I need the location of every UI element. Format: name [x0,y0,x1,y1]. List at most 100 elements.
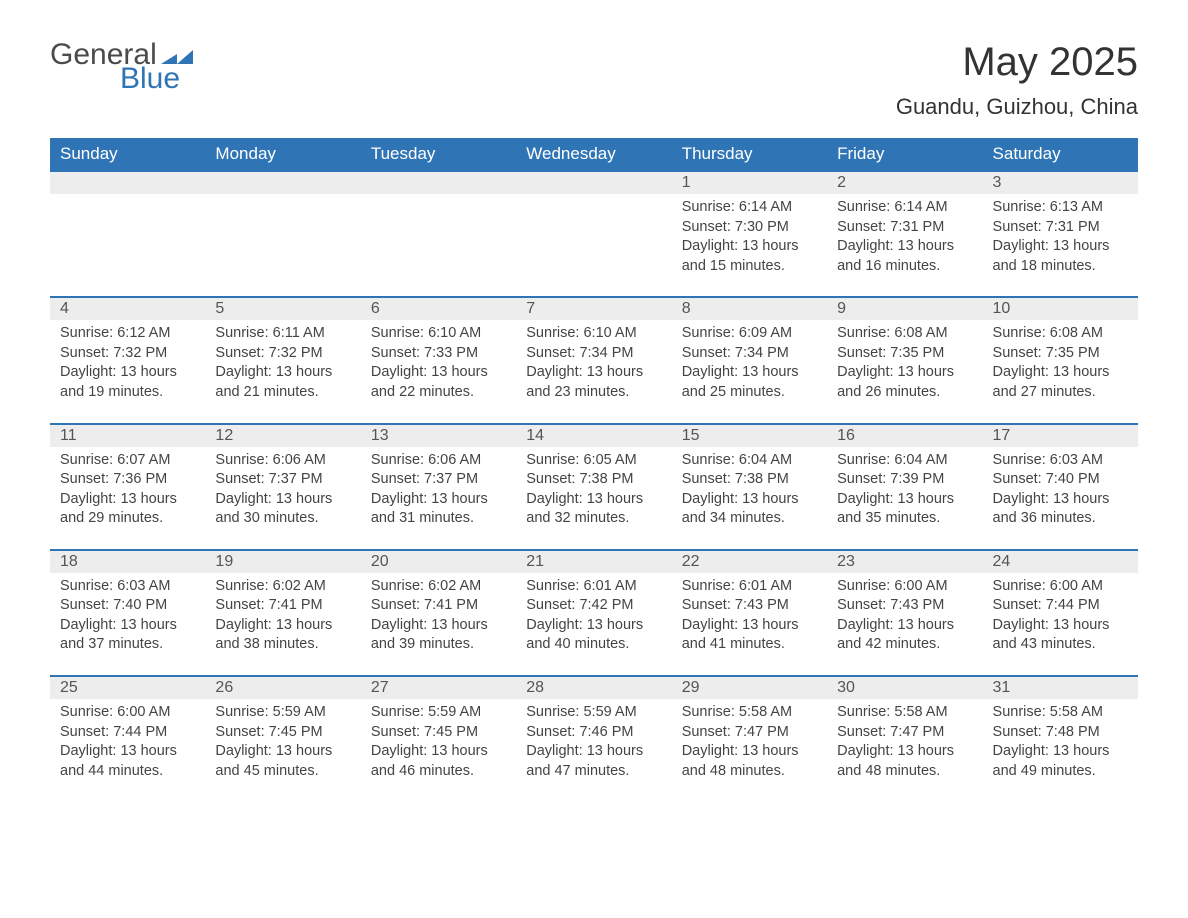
sunrise-line: Sunrise: 6:10 AM [526,324,661,344]
daylight-line: Daylight: 13 hours and 21 minutes. [215,363,350,402]
sunrise-line: Sunrise: 6:01 AM [526,577,661,597]
day-body: Sunrise: 6:10 AMSunset: 7:34 PMDaylight:… [516,320,671,422]
day-number: 9 [827,298,982,320]
sunrise-line: Sunrise: 6:11 AM [215,324,350,344]
day-body: Sunrise: 6:07 AMSunset: 7:36 PMDaylight:… [50,447,205,549]
day-body: Sunrise: 5:58 AMSunset: 7:47 PMDaylight:… [672,699,827,801]
header: General Blue May 2025 Guandu, Guizhou, C… [50,40,1138,120]
sunset-line: Sunset: 7:48 PM [993,723,1128,743]
daylight-line: Daylight: 13 hours and 22 minutes. [371,363,506,402]
col-friday: Friday [827,138,982,171]
day-number: 6 [361,298,516,320]
sunset-line: Sunset: 7:35 PM [837,344,972,364]
day-cell: 20Sunrise: 6:02 AMSunset: 7:41 PMDayligh… [361,550,516,676]
day-cell: 24Sunrise: 6:00 AMSunset: 7:44 PMDayligh… [983,550,1138,676]
daylight-line: Daylight: 13 hours and 44 minutes. [60,742,195,781]
page-title: May 2025 [896,40,1138,84]
sunrise-line: Sunrise: 6:04 AM [682,451,817,471]
sunset-line: Sunset: 7:41 PM [371,596,506,616]
day-body: Sunrise: 6:01 AMSunset: 7:43 PMDaylight:… [672,573,827,675]
day-body: Sunrise: 6:03 AMSunset: 7:40 PMDaylight:… [50,573,205,675]
day-cell: 2 Sunrise: 6:14 AMSunset: 7:31 PMDaylight… [827,171,982,297]
day-body: Sunrise: 6:00 AMSunset: 7:44 PMDaylight:… [50,699,205,801]
sunset-line: Sunset: 7:42 PM [526,596,661,616]
daylight-line: Daylight: 13 hours and 23 minutes. [526,363,661,402]
sunrise-line: Sunrise: 6:14 AM [837,198,972,218]
day-body: Sunrise: 6:06 AMSunset: 7:37 PMDaylight:… [205,447,360,549]
day-number: 11 [50,425,205,447]
day-body [361,194,516,294]
sunrise-line: Sunrise: 6:07 AM [60,451,195,471]
daylight-line: Daylight: 13 hours and 46 minutes. [371,742,506,781]
day-body: Sunrise: 6:00 AMSunset: 7:44 PMDaylight:… [983,573,1138,675]
sunrise-line: Sunrise: 6:02 AM [371,577,506,597]
daylight-line: Daylight: 13 hours and 15 minutes. [682,237,817,276]
col-monday: Monday [205,138,360,171]
daylight-line: Daylight: 13 hours and 37 minutes. [60,616,195,655]
day-cell [50,171,205,297]
day-cell: 14Sunrise: 6:05 AMSunset: 7:38 PMDayligh… [516,424,671,550]
day-cell: 6Sunrise: 6:10 AMSunset: 7:33 PMDaylight… [361,297,516,423]
daylight-line: Daylight: 13 hours and 39 minutes. [371,616,506,655]
sunset-line: Sunset: 7:40 PM [60,596,195,616]
day-body: Sunrise: 5:58 AMSunset: 7:48 PMDaylight:… [983,699,1138,801]
sunrise-line: Sunrise: 6:06 AM [215,451,350,471]
daylight-line: Daylight: 13 hours and 43 minutes. [993,616,1128,655]
day-body: Sunrise: 6:04 AMSunset: 7:38 PMDaylight:… [672,447,827,549]
week-row: 25Sunrise: 6:00 AMSunset: 7:44 PMDayligh… [50,676,1138,801]
day-body: Sunrise: 6:06 AMSunset: 7:37 PMDaylight:… [361,447,516,549]
day-body [205,194,360,294]
daylight-line: Daylight: 13 hours and 36 minutes. [993,490,1128,529]
day-cell: 30Sunrise: 5:58 AMSunset: 7:47 PMDayligh… [827,676,982,801]
day-body [516,194,671,294]
sunset-line: Sunset: 7:39 PM [837,470,972,490]
title-block: May 2025 Guandu, Guizhou, China [896,40,1138,120]
day-cell [516,171,671,297]
day-body: Sunrise: 6:02 AMSunset: 7:41 PMDaylight:… [205,573,360,675]
daylight-line: Daylight: 13 hours and 32 minutes. [526,490,661,529]
sunset-line: Sunset: 7:46 PM [526,723,661,743]
sunrise-line: Sunrise: 6:05 AM [526,451,661,471]
sunrise-line: Sunrise: 5:58 AM [993,703,1128,723]
sunset-line: Sunset: 7:43 PM [682,596,817,616]
day-number [361,172,516,194]
sunset-line: Sunset: 7:31 PM [993,218,1128,238]
day-number: 16 [827,425,982,447]
day-cell: 18Sunrise: 6:03 AMSunset: 7:40 PMDayligh… [50,550,205,676]
daylight-line: Daylight: 13 hours and 42 minutes. [837,616,972,655]
sunrise-line: Sunrise: 6:06 AM [371,451,506,471]
day-body [50,194,205,294]
sunrise-line: Sunrise: 6:08 AM [993,324,1128,344]
day-number: 4 [50,298,205,320]
day-number [50,172,205,194]
sunrise-line: Sunrise: 5:59 AM [371,703,506,723]
day-body: Sunrise: 6:04 AMSunset: 7:39 PMDaylight:… [827,447,982,549]
day-number: 27 [361,677,516,699]
day-number: 5 [205,298,360,320]
col-tuesday: Tuesday [361,138,516,171]
day-cell: 7Sunrise: 6:10 AMSunset: 7:34 PMDaylight… [516,297,671,423]
day-number: 26 [205,677,360,699]
daylight-line: Daylight: 13 hours and 16 minutes. [837,237,972,276]
sunset-line: Sunset: 7:35 PM [993,344,1128,364]
day-number: 2 [827,172,982,194]
sunrise-line: Sunrise: 6:02 AM [215,577,350,597]
day-cell [205,171,360,297]
col-wednesday: Wednesday [516,138,671,171]
sunset-line: Sunset: 7:37 PM [215,470,350,490]
daylight-line: Daylight: 13 hours and 49 minutes. [993,742,1128,781]
daylight-line: Daylight: 13 hours and 34 minutes. [682,490,817,529]
day-cell: 3Sunrise: 6:13 AMSunset: 7:31 PMDaylight… [983,171,1138,297]
sunrise-line: Sunrise: 6:13 AM [993,198,1128,218]
sunset-line: Sunset: 7:31 PM [837,218,972,238]
daylight-line: Daylight: 13 hours and 41 minutes. [682,616,817,655]
sunset-line: Sunset: 7:34 PM [526,344,661,364]
day-body: Sunrise: 6:10 AMSunset: 7:33 PMDaylight:… [361,320,516,422]
day-body: Sunrise: 6:03 AMSunset: 7:40 PMDaylight:… [983,447,1138,549]
sunrise-line: Sunrise: 6:14 AM [682,198,817,218]
daylight-line: Daylight: 13 hours and 19 minutes. [60,363,195,402]
sunrise-line: Sunrise: 6:00 AM [993,577,1128,597]
day-cell: 16Sunrise: 6:04 AMSunset: 7:39 PMDayligh… [827,424,982,550]
day-body: Sunrise: 5:58 AMSunset: 7:47 PMDaylight:… [827,699,982,801]
day-body: Sunrise: 6:00 AMSunset: 7:43 PMDaylight:… [827,573,982,675]
